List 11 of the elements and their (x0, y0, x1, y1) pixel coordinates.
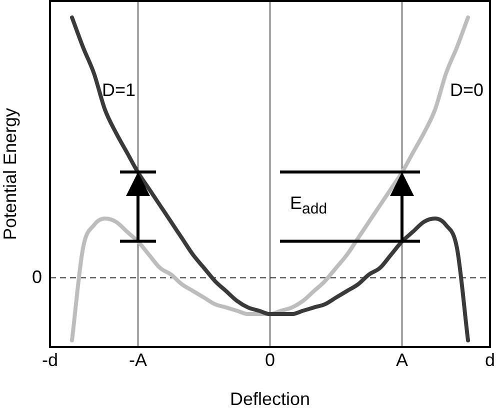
x-tick-label: -d (42, 350, 58, 370)
series-label: D=1 (102, 80, 136, 100)
x-tick-label: 0 (264, 350, 276, 370)
x-tick-label: d (484, 350, 496, 370)
series-label: D=0 (450, 80, 484, 100)
annotation: E$_{add}$ (290, 192, 328, 218)
ref-line-label: 0 (32, 266, 42, 287)
y-axis-title: Potential Energy (0, 108, 20, 240)
x-tick-label: A (396, 350, 408, 370)
x-tick-label: -A (129, 350, 147, 370)
x-axis-title: Deflection (230, 389, 310, 410)
